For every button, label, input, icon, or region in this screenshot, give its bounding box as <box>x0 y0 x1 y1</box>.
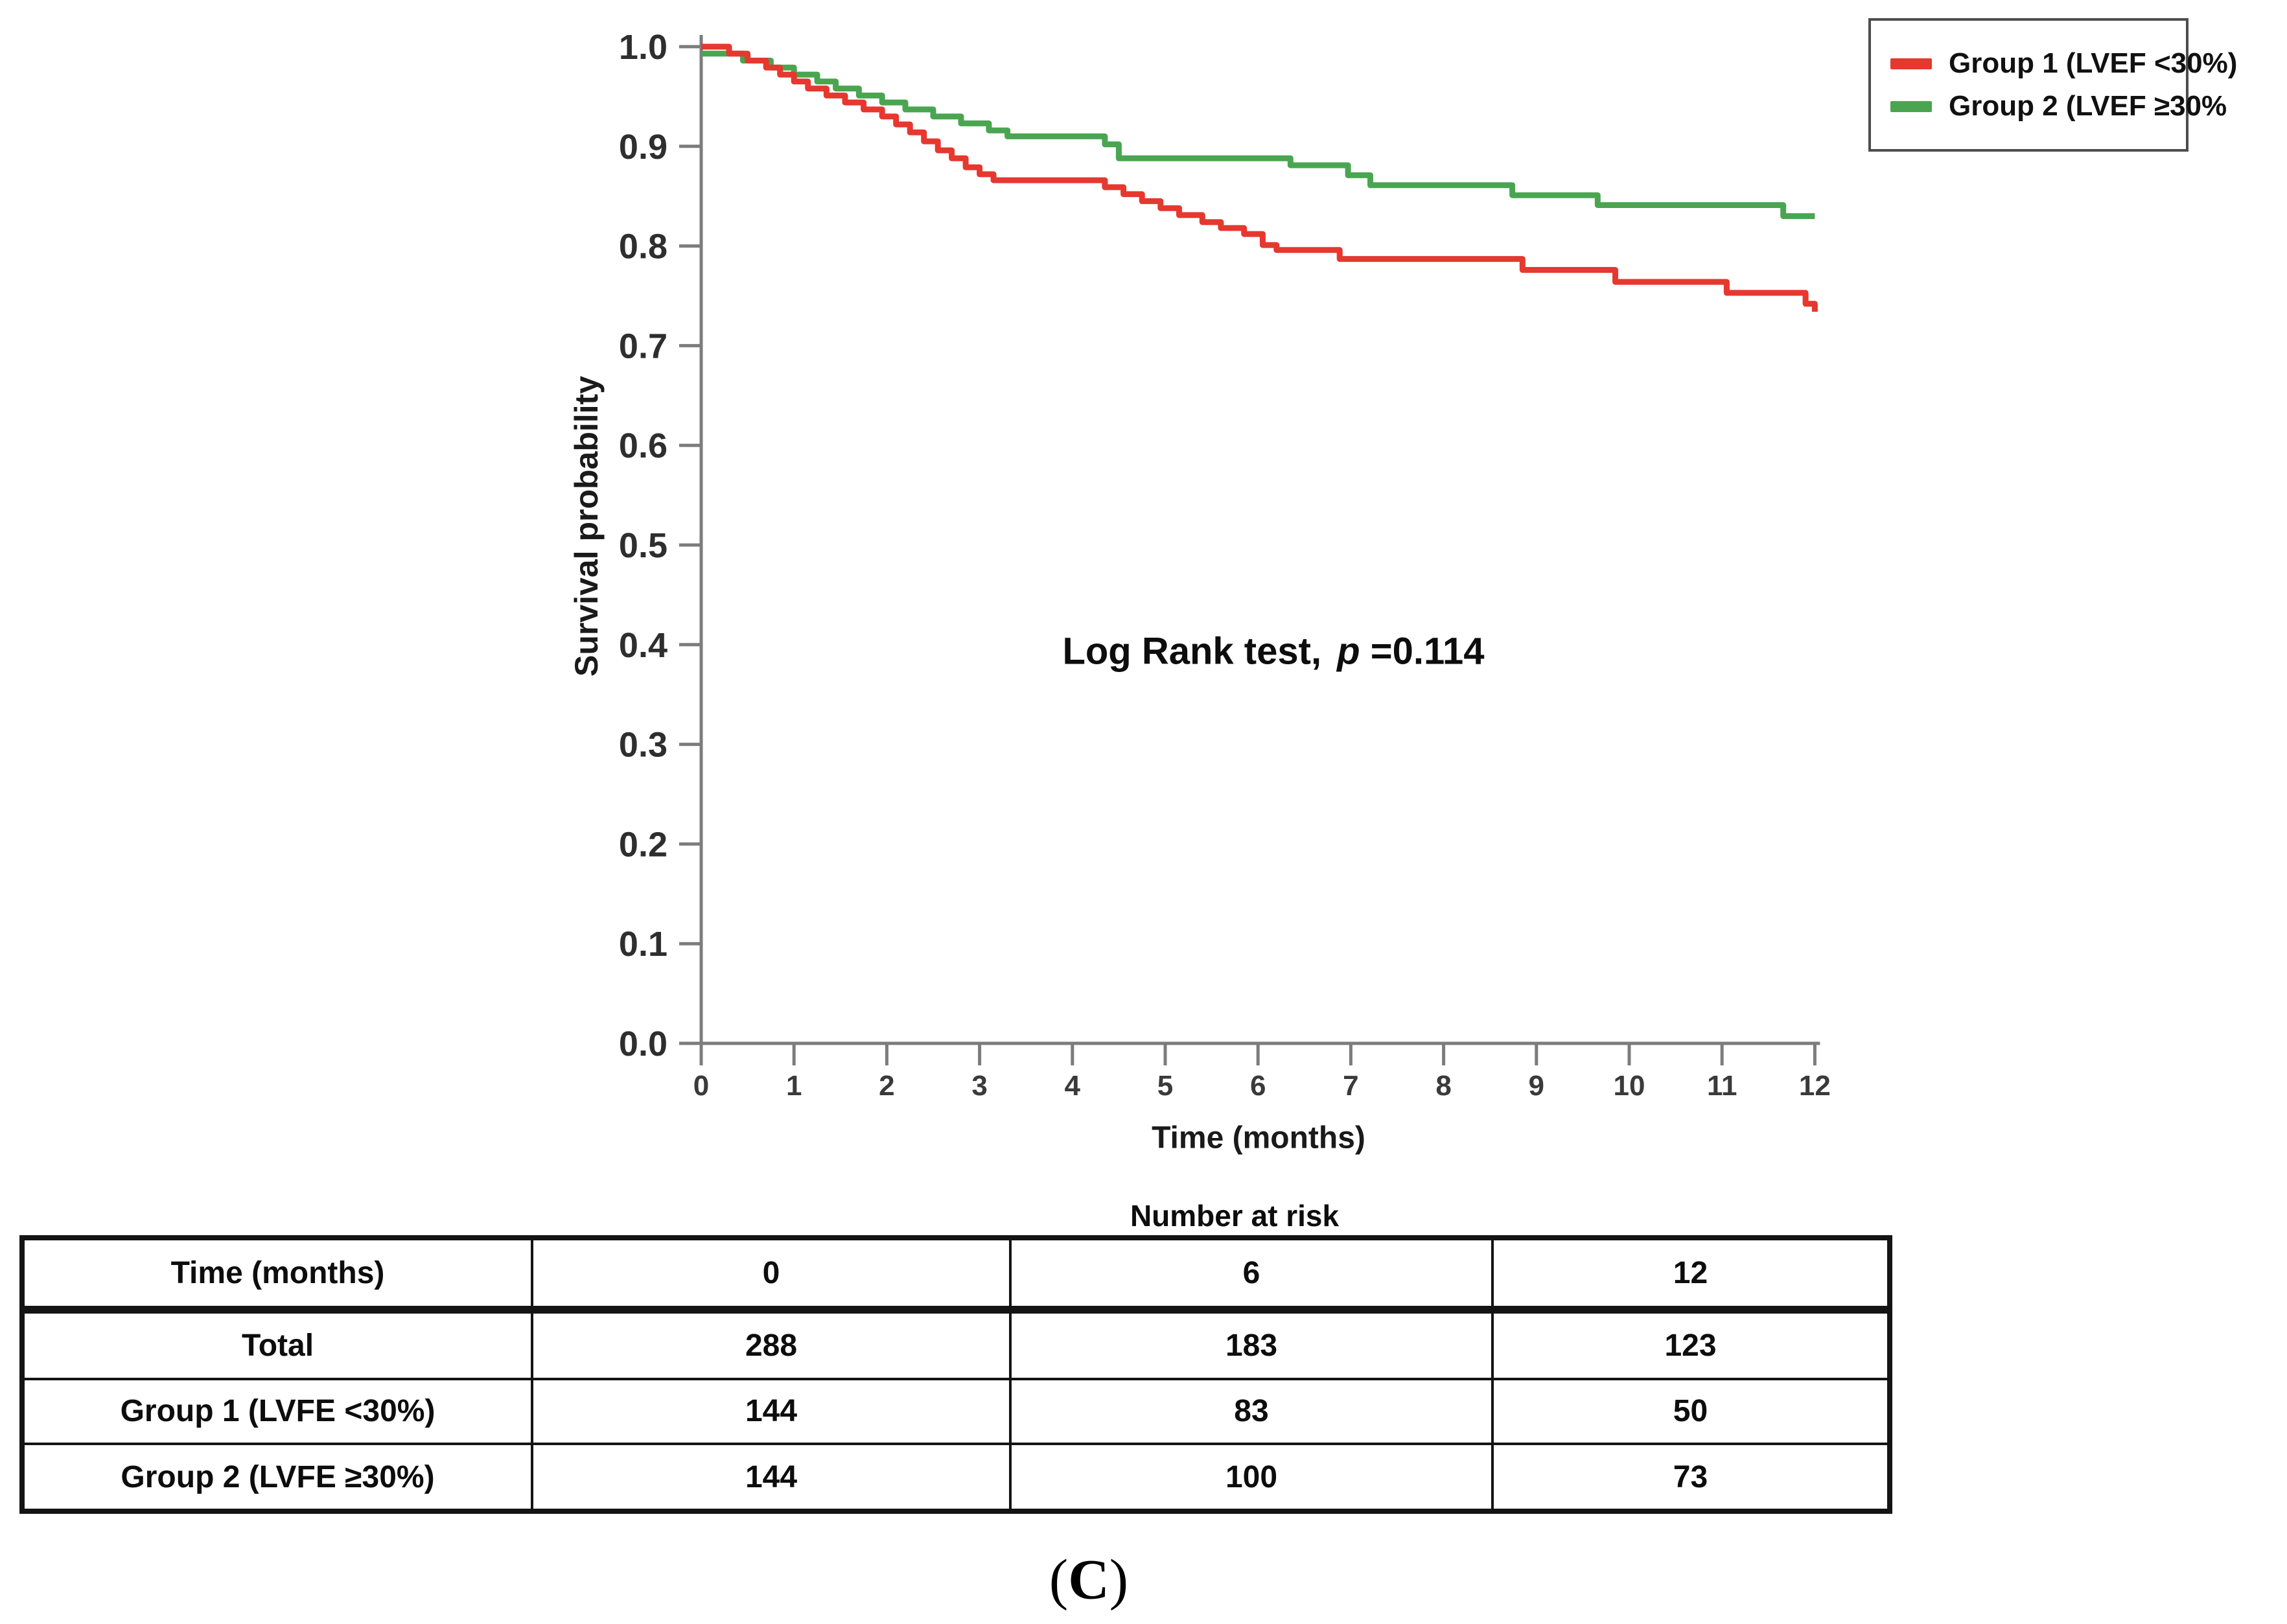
legend: Group 1 (LVEF <30%) Group 2 (LVEF ≥30% <box>1868 18 2237 152</box>
risk-table-row: Total 288 183 123 <box>21 1308 1891 1380</box>
legend-label-group2: Group 2 (LVEF ≥30% <box>1949 90 2227 122</box>
x-tick-label: 10 <box>1614 1070 1645 1102</box>
y-tick-label: 0.4 <box>619 626 668 665</box>
x-tick-label: 3 <box>971 1070 987 1102</box>
annotation-p-symbol: p <box>1337 630 1360 673</box>
x-tick-label: 5 <box>1157 1070 1173 1102</box>
risk-table-row: Group 2 (LVFE ≥30%) 144 100 73 <box>21 1443 1891 1513</box>
row-label-cell: Total <box>21 1308 533 1380</box>
x-tick-label: 1 <box>786 1070 802 1102</box>
y-tick-label: 0.5 <box>619 526 668 565</box>
x-tick-label: 11 <box>1707 1070 1737 1102</box>
caption-letter: C <box>1068 1548 1109 1612</box>
x-tick-label: 8 <box>1435 1070 1451 1102</box>
legend-label-group1: Group 1 (LVEF <30%) <box>1949 47 2238 79</box>
group2-color-swatch <box>1890 100 1932 112</box>
y-tick-label: 1.0 <box>619 28 668 67</box>
legend-item-group1: Group 1 (LVEF <30%) <box>1890 47 2237 80</box>
risk-table-body: Time (months) 0 6 12 Total 288 183 123 Group 1 (… <box>21 1236 1891 1513</box>
group1-survival-curve <box>701 43 1818 312</box>
risk-table-header-row: Time (months) 0 6 12 <box>21 1236 1891 1314</box>
risk-value-cell: 12 <box>1491 1236 1891 1314</box>
caption-open-paren: ( <box>1049 1548 1069 1612</box>
y-tick-label: 0.6 <box>619 426 668 465</box>
caption-close-paren: ) <box>1109 1548 1129 1612</box>
risk-value-cell: 100 <box>1009 1443 1494 1513</box>
km-survival-chart: 0.00.10.20.30.40.50.60.70.80.91.00 1 2 3 4 5 6… <box>619 28 1831 1102</box>
annotation-suffix: =0.114 <box>1360 630 1485 673</box>
group1-color-swatch <box>1890 58 1932 69</box>
legend-item-group2: Group 2 (LVEF ≥30% <box>1890 90 2227 122</box>
number-at-risk-table: Time (months) 0 6 12 Total 288 183 123 Group 1 (… <box>19 1235 1892 1514</box>
risk-value-cell: 183 <box>1009 1308 1494 1380</box>
annotation-prefix: Log Rank test, <box>1062 630 1332 673</box>
x-tick-label: 7 <box>1343 1070 1358 1102</box>
group2-survival-curve <box>701 51 1815 219</box>
y-axis-title: Survival probability <box>568 375 605 677</box>
x-tick-label: 9 <box>1529 1070 1544 1102</box>
risk-table-row: Group 1 (LVFE <30%) 144 83 50 <box>21 1377 1891 1446</box>
risk-value-cell: 0 <box>531 1236 1012 1314</box>
risk-value-cell: 144 <box>531 1443 1012 1513</box>
risk-value-cell: 123 <box>1491 1308 1891 1380</box>
risk-value-cell: 50 <box>1491 1377 1891 1446</box>
row-label-cell: Group 1 (LVFE <30%) <box>21 1377 533 1446</box>
y-tick-label: 0.9 <box>619 128 668 167</box>
y-tick-label: 0.7 <box>619 327 668 365</box>
row-label-cell: Time (months) <box>21 1236 533 1314</box>
x-tick-label: 12 <box>1799 1070 1831 1102</box>
risk-value-cell: 144 <box>531 1377 1012 1446</box>
x-tick-label: 2 <box>879 1070 894 1102</box>
number-at-risk-title: Number at risk <box>1130 1199 1340 1233</box>
risk-value-cell: 73 <box>1491 1443 1891 1513</box>
x-tick-label: 4 <box>1065 1070 1081 1102</box>
y-tick-label: 0.3 <box>619 726 668 765</box>
y-tick-label: 0.2 <box>619 825 668 864</box>
x-tick-label: 0 <box>693 1070 709 1102</box>
x-axis-title: Time (months) <box>1152 1120 1365 1155</box>
risk-value-cell: 288 <box>531 1308 1012 1380</box>
risk-value-cell: 6 <box>1009 1236 1494 1314</box>
y-tick-label: 0.1 <box>619 925 668 964</box>
risk-value-cell: 83 <box>1009 1377 1494 1446</box>
x-tick-label: 6 <box>1250 1070 1266 1102</box>
log-rank-annotation: Log Rank test, p =0.114 <box>1062 630 1484 673</box>
y-tick-label: 0.0 <box>619 1025 668 1063</box>
row-label-cell: Group 2 (LVFE ≥30%) <box>21 1443 533 1513</box>
panel-caption: (C) <box>1049 1548 1128 1613</box>
y-tick-label: 0.8 <box>619 227 668 266</box>
